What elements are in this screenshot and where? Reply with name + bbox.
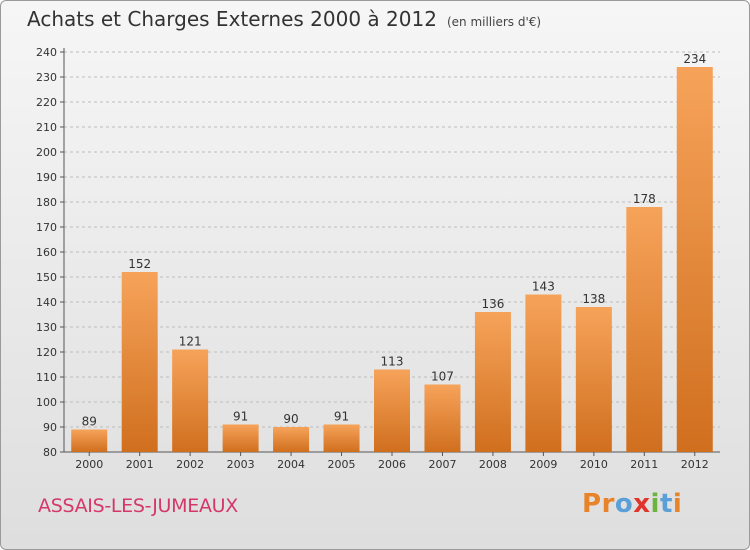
y-tick-label: 130 <box>36 321 57 334</box>
y-tick-label: 240 <box>36 46 57 59</box>
logo-letter: o <box>614 489 634 519</box>
x-tick-label: 2003 <box>227 458 255 471</box>
logo-letter: i <box>672 489 683 519</box>
x-tick-label: 2006 <box>378 458 406 471</box>
proxiti-logo: Proxiti <box>582 489 682 519</box>
bar <box>474 312 511 452</box>
bar <box>323 424 360 452</box>
x-tick-label: 2008 <box>479 458 507 471</box>
y-tick-label: 140 <box>36 296 57 309</box>
y-tick-label: 150 <box>36 271 57 284</box>
x-tick-label: 2004 <box>277 458 305 471</box>
logo-letter: P <box>582 489 602 519</box>
x-tick-label: 2010 <box>580 458 608 471</box>
bar <box>626 207 663 452</box>
y-tick-label: 170 <box>36 221 57 234</box>
data-label: 136 <box>481 297 504 311</box>
x-tick-label: 2001 <box>126 458 154 471</box>
x-tick-label: 2002 <box>176 458 204 471</box>
y-tick-label: 110 <box>36 371 57 384</box>
title-unit: (en milliers d'€) <box>446 15 542 29</box>
y-tick-label: 190 <box>36 171 57 184</box>
x-tick-label: 2009 <box>529 458 557 471</box>
x-tick-label: 2007 <box>428 458 456 471</box>
chart-title: Achats et Charges Externes 2000 à 2012 (e… <box>27 7 541 31</box>
y-tick-label: 220 <box>36 96 57 109</box>
bar <box>222 424 259 452</box>
data-label: 143 <box>532 280 555 294</box>
bar <box>374 369 410 452</box>
title-text: Achats et Charges Externes 2000 à 2012 <box>27 7 437 31</box>
bar <box>676 67 713 452</box>
x-tick-label: 2005 <box>328 458 356 471</box>
logo-letter: r <box>601 489 615 519</box>
y-tick-label: 210 <box>36 121 57 134</box>
data-label: 138 <box>582 292 605 306</box>
data-label: 178 <box>633 192 656 206</box>
data-label: 107 <box>431 370 454 384</box>
data-label: 152 <box>128 257 151 271</box>
y-tick-label: 120 <box>36 346 57 359</box>
x-tick-label: 2012 <box>681 458 709 471</box>
bar <box>121 272 158 452</box>
y-tick-label: 90 <box>43 421 57 434</box>
y-tick-label: 230 <box>36 71 57 84</box>
y-tick-label: 160 <box>36 246 57 259</box>
data-label: 234 <box>683 52 706 66</box>
data-label: 121 <box>179 335 202 349</box>
bar <box>424 384 461 452</box>
data-label: 91 <box>233 410 248 424</box>
x-tick-label: 2000 <box>75 458 103 471</box>
commune-name: ASSAIS-LES-JUMEAUX <box>38 495 238 517</box>
data-label: 91 <box>334 410 349 424</box>
y-tick-label: 180 <box>36 196 57 209</box>
bar <box>575 307 612 452</box>
bar <box>71 429 108 452</box>
x-tick-label: 2011 <box>630 458 658 471</box>
bar <box>172 349 209 452</box>
y-tick-label: 100 <box>36 396 57 409</box>
logo-letter: i <box>650 489 660 519</box>
y-tick-label: 80 <box>43 446 57 459</box>
data-label: 90 <box>283 412 298 426</box>
y-tick-label: 200 <box>36 146 57 159</box>
logo-letter: t <box>659 489 673 519</box>
logo-letter: x <box>633 489 651 519</box>
bar <box>525 294 562 452</box>
data-label: 113 <box>381 355 404 369</box>
bar <box>273 427 310 452</box>
data-label: 89 <box>82 415 97 429</box>
